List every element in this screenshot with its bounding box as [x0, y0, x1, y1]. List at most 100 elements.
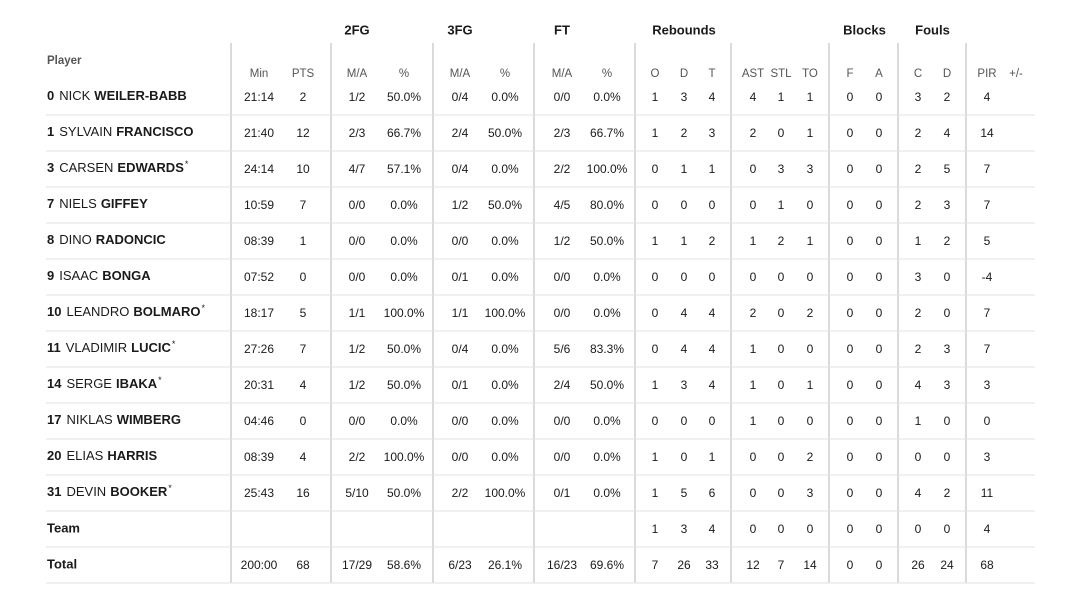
stat-cell: 4 [709, 306, 716, 320]
stat-cell: 24 [940, 558, 954, 572]
column-header: AST [742, 68, 764, 80]
first-name: VLADIMIR [66, 340, 127, 355]
stat-cell: 1/1 [349, 306, 366, 320]
starter-mark: * [168, 483, 172, 493]
stat-cell: 100.0% [485, 306, 526, 320]
stat-cell: 69.6% [590, 558, 624, 572]
stat-cell: 0 [876, 234, 883, 248]
stat-cell: 0.0% [390, 198, 418, 212]
stat-cell: 0.0% [593, 270, 621, 284]
stat-cell: 2/2 [452, 486, 469, 500]
stat-cell: 1/2 [349, 342, 366, 356]
stat-cell: 1 [652, 378, 659, 392]
stat-cell: 0 [847, 234, 854, 248]
stat-cell: 4 [681, 342, 688, 356]
stat-cell: 1 [750, 234, 757, 248]
stat-cell: 0 [876, 198, 883, 212]
stat-cell: 14 [980, 126, 994, 140]
stat-cell: 0 [876, 126, 883, 140]
stat-cell: 11 [981, 486, 994, 500]
stat-cell: 3 [984, 450, 991, 464]
stat-cell: 5 [681, 486, 688, 500]
stat-cell: 2/4 [452, 126, 469, 140]
stat-cell: 0 [709, 414, 716, 428]
player-number: 31 [47, 484, 61, 499]
stat-cell: 0 [750, 198, 757, 212]
column-header: STL [770, 68, 792, 80]
stat-cell: 26 [677, 558, 691, 572]
stat-cell: 3 [944, 378, 951, 392]
stat-cell: 0 [984, 414, 991, 428]
stat-cell: 2/3 [349, 126, 366, 140]
starter-mark: * [158, 375, 162, 385]
stat-cell: 2 [300, 90, 307, 104]
stat-cell: 0 [876, 342, 883, 356]
stat-cell: 3 [778, 162, 785, 176]
stat-cell: 4 [681, 306, 688, 320]
stat-cell: 0.0% [390, 414, 418, 428]
stat-cell: 3 [984, 378, 991, 392]
player-name: 20 ELIAS HARRIS [47, 448, 157, 463]
first-name: ELIAS [66, 448, 103, 463]
column-header: PIR [977, 68, 996, 80]
stat-cell: 5 [300, 306, 307, 320]
stat-cell: 0 [847, 306, 854, 320]
stat-cell: 17/29 [342, 558, 372, 572]
stat-cell: 1 [915, 414, 922, 428]
first-name: ISAAC [59, 268, 98, 283]
last-name: IBAKA [116, 376, 158, 391]
column-header: TO [802, 68, 818, 80]
last-name: FRANCISCO [116, 124, 193, 139]
stat-cell: 0.0% [491, 450, 519, 464]
column-header: O [651, 68, 660, 80]
stat-cell: 0 [652, 306, 659, 320]
group-header: 3FG [447, 22, 472, 37]
stat-cell: 33 [705, 558, 719, 572]
stat-cell: 200:00 [241, 558, 278, 572]
stat-cell: 0 [778, 522, 785, 536]
stat-cell: 0 [652, 270, 659, 284]
stat-cell: 3 [944, 342, 951, 356]
column-header: % [500, 68, 510, 80]
last-name: HARRIS [107, 448, 157, 463]
stat-cell: 3 [681, 522, 688, 536]
stat-cell: 50.0% [387, 342, 421, 356]
group-header: Rebounds [652, 22, 716, 37]
stat-cell: 0 [681, 414, 688, 428]
stat-cell: 7 [300, 198, 307, 212]
stat-cell: 1 [807, 234, 814, 248]
stat-cell: 26.1% [488, 558, 522, 572]
stat-cell: 0 [652, 414, 659, 428]
stat-cell: 04:46 [244, 414, 274, 428]
stat-cell: 0 [915, 450, 922, 464]
stat-cell: 4 [300, 378, 307, 392]
stat-cell: 0 [709, 198, 716, 212]
stat-cell: 0.0% [491, 378, 519, 392]
stat-cell: 0/4 [452, 162, 469, 176]
group-header: FT [554, 22, 570, 37]
stat-cell: 1 [652, 126, 659, 140]
stat-cell: 1/2 [349, 90, 366, 104]
stat-cell: 24:14 [244, 162, 274, 176]
stat-cell: 7 [778, 558, 785, 572]
stat-cell: 1 [709, 162, 716, 176]
column-header: T [708, 68, 715, 80]
stat-cell: 0 [750, 450, 757, 464]
stat-cell: 3 [709, 126, 716, 140]
stat-cell: 1/2 [349, 378, 366, 392]
stat-cell: 50.0% [387, 486, 421, 500]
starter-mark: * [185, 159, 189, 169]
stat-cell: 7 [984, 198, 991, 212]
stat-cell: 0/1 [452, 378, 469, 392]
stat-cell: 2 [807, 306, 814, 320]
stat-cell: 50.0% [488, 198, 522, 212]
stat-cell: 1 [807, 378, 814, 392]
stat-cell: 1 [750, 414, 757, 428]
stat-cell: 0 [681, 450, 688, 464]
stat-cell: 0.0% [491, 162, 519, 176]
stat-cell: 0.0% [491, 90, 519, 104]
stat-cell: 0 [681, 270, 688, 284]
stat-cell: 0 [876, 486, 883, 500]
stat-cell: 2 [944, 486, 951, 500]
